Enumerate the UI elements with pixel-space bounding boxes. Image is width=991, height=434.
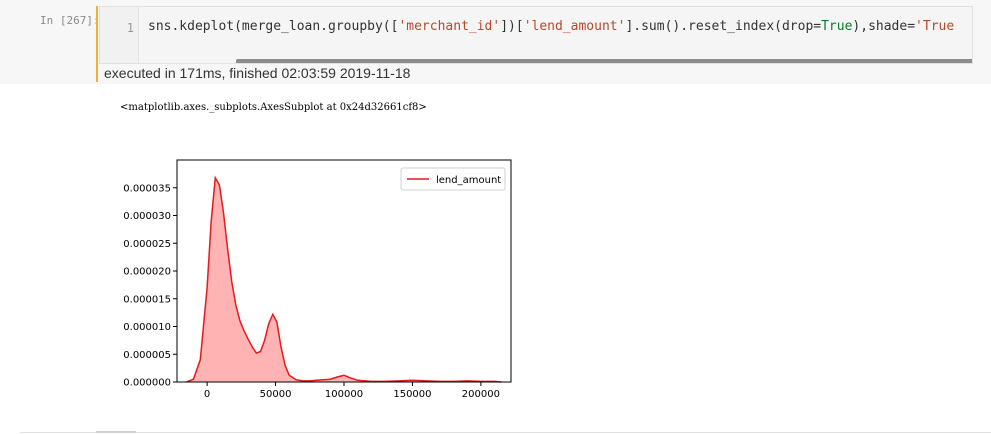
kde-series-line [186,175,502,383]
output-repr-text: <matplotlib.axes._subplots.AxesSubplot a… [120,102,427,113]
kde-fill-area [186,177,502,382]
code-token: ].sum().reset_index(drop= [625,19,822,34]
code-token: 'lend_amount' [523,19,626,34]
line-number: 1 [126,21,134,35]
y-tick-label: 0.000010 [123,322,171,333]
legend-box [400,167,506,191]
legend: lend_amount [400,167,506,191]
x-tick-label: 50000 [260,389,292,400]
legend-entry-label: lend_amount [436,175,501,186]
cell-selection-bar [96,6,98,82]
x-tick-label: 0 [204,389,210,400]
y-tick-label: 0.000035 [123,183,171,194]
x-tick-label: 100000 [325,389,363,400]
y-tick-label: 0.000025 [123,239,171,250]
y-tick-label: 0.000020 [123,267,171,278]
code-token: True [821,19,853,34]
y-tick-label: 0.000000 [123,378,171,389]
code-token: ),shade= [852,19,916,34]
execution-info: executed in 171ms, finished 02:03:59 201… [104,65,411,81]
y-tick-label: 0.000015 [123,294,171,305]
code-token: 'True [915,19,955,34]
cell-prompt: In [267]: [40,14,100,27]
line-gutter: 1 [100,7,139,63]
x-tick-label: 200000 [462,389,500,400]
kde-plot: 0.000000 0.000005 0.000010 0.000015 0.000020… [123,159,512,400]
code-token: 'merchant_id' [398,19,501,34]
code-line[interactable]: sns.kdeplot(merge_loan.groupby(['merchan… [148,19,954,34]
x-tick-label: 150000 [393,389,431,400]
code-cell[interactable]: In [267]: 1 sns.kdeplot(merge_loan.group… [0,0,991,84]
cell-separator [20,432,991,433]
code-token: sns.kdeplot(merge_loan.groupby([ [148,19,399,34]
code-editor[interactable]: 1 sns.kdeplot(merge_loan.groupby(['merch… [99,6,973,64]
code-token: ])[ [500,19,524,34]
y-tick-label: 0.000005 [123,350,171,361]
horizontal-scrollbar[interactable] [236,59,972,63]
y-tick-label: 0.000030 [123,211,171,222]
next-cell-marker [96,431,136,433]
